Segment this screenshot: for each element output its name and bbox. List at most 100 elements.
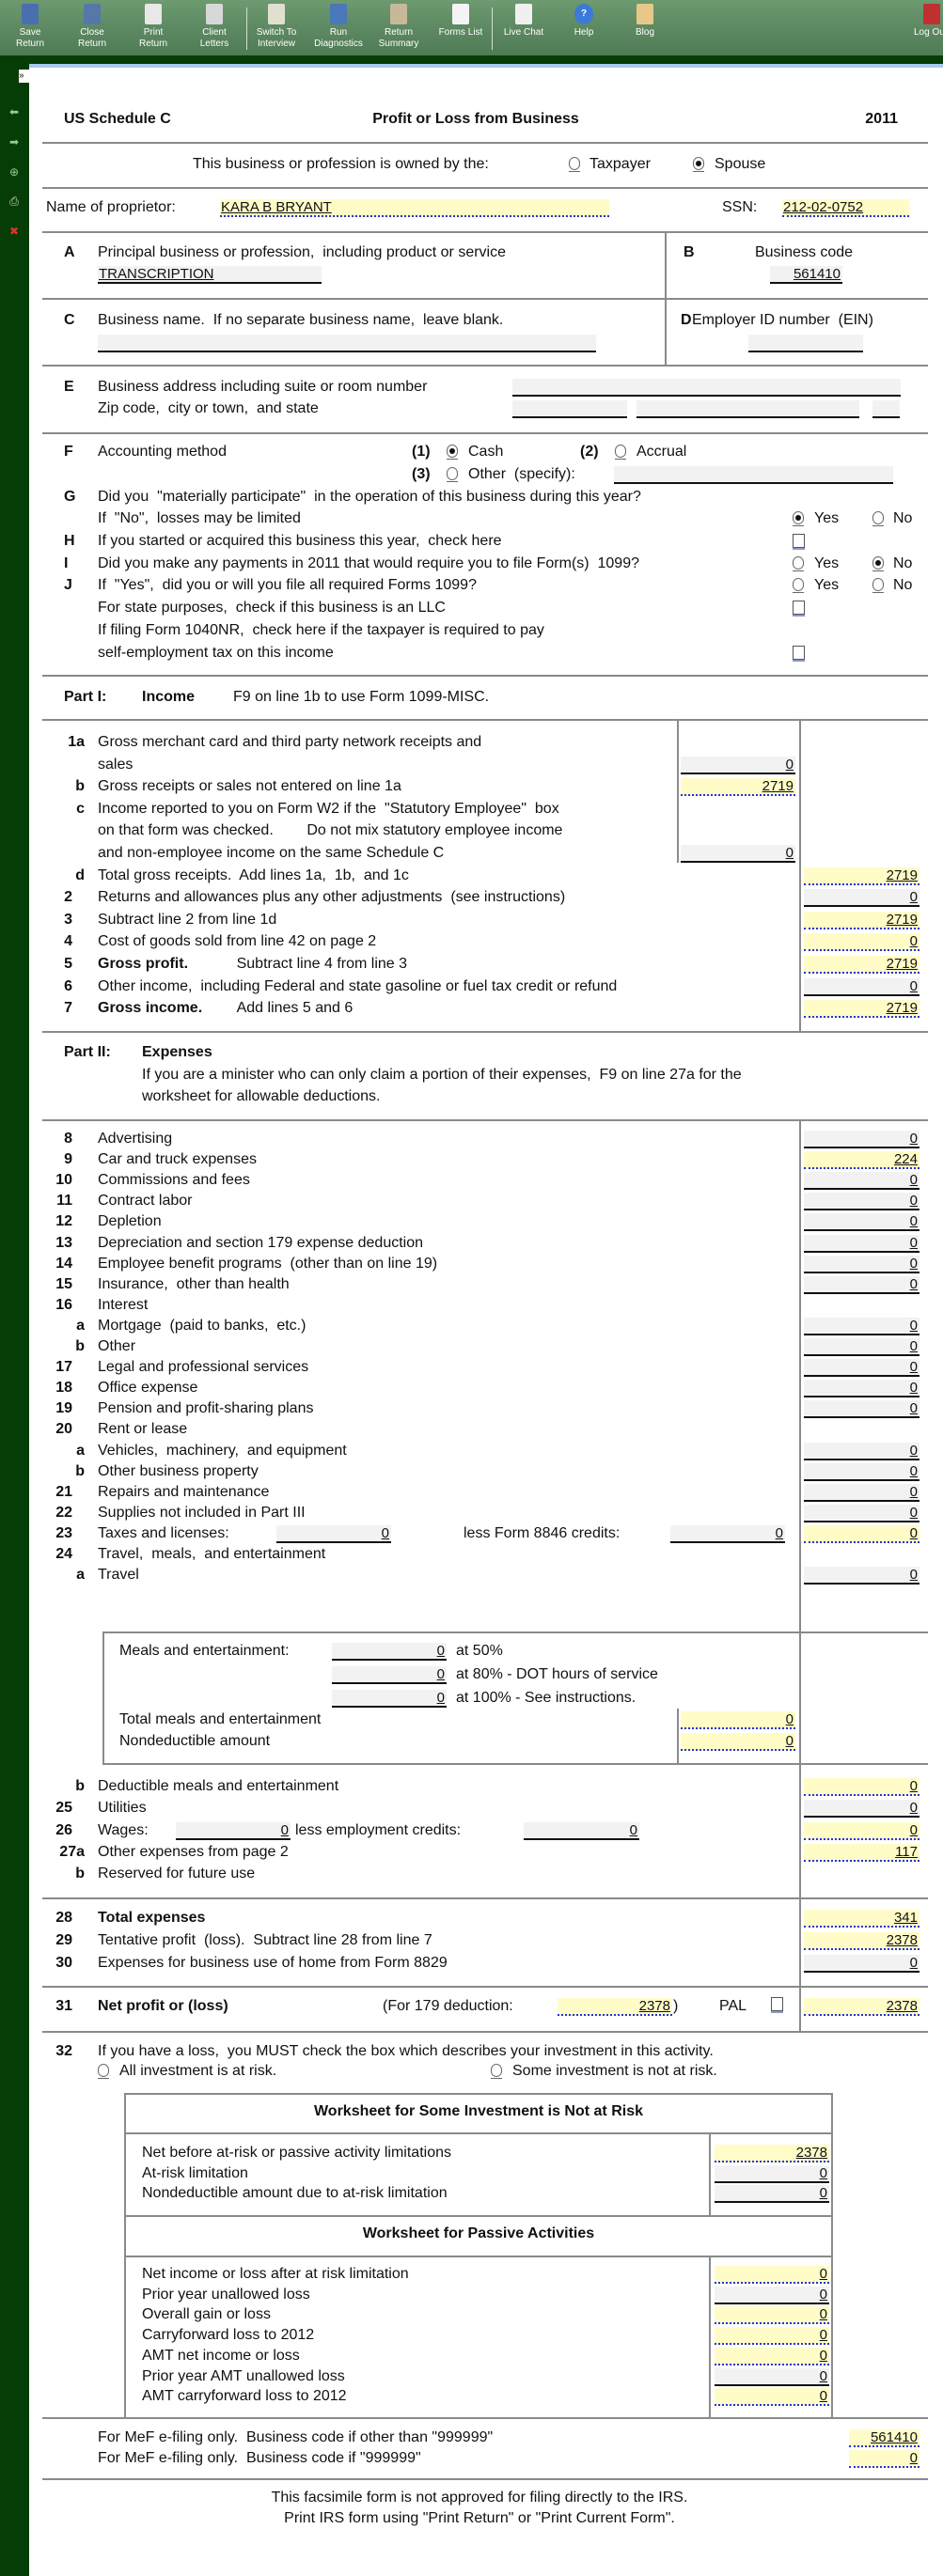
worksheet-amount-field[interactable]: 0 [715, 2185, 829, 2203]
meals-amount-field[interactable]: 0 [332, 1690, 447, 1708]
ein-field[interactable] [748, 335, 863, 352]
toolbar-button-forms-list[interactable]: Forms List [432, 4, 490, 39]
business-code-field[interactable]: 561410 [770, 266, 842, 284]
line-21-amount-field[interactable]: 0 [804, 1483, 919, 1502]
llc-checkbox[interactable] [793, 601, 805, 615]
line-d-amount-field[interactable]: 2719 [804, 866, 919, 885]
print-icon[interactable]: ⎙ [9, 195, 19, 208]
mef-business-code-field[interactable]: 561410 [849, 2429, 919, 2447]
line-22-amount-field[interactable]: 0 [804, 1504, 919, 1522]
line-8-amount-field[interactable]: 0 [804, 1131, 919, 1148]
toolbar-button-return-summary[interactable]: Return Summary [369, 4, 428, 50]
line-2-amount-field[interactable]: 0 [804, 889, 919, 908]
line-26-amount-field[interactable]: 0 [804, 1821, 919, 1840]
back-arrow-icon[interactable]: ⬅ [8, 105, 20, 118]
line-6-amount-field[interactable]: 0 [804, 977, 919, 996]
line-23-inline-field[interactable]: 0 [276, 1524, 391, 1543]
line-26-credits-field[interactable]: 0 [524, 1821, 639, 1840]
delete-icon[interactable]: ✖ [8, 225, 20, 238]
city-field[interactable] [637, 400, 859, 418]
add-icon[interactable]: ⊕ [8, 165, 20, 179]
toolbar-button-print-return[interactable]: Print Return [124, 4, 182, 50]
toolbar-button-run-diagnostics[interactable]: Run Diagnostics [309, 4, 368, 50]
total-meals-field[interactable]: 0 [681, 1711, 795, 1729]
worksheet-amount-field[interactable]: 0 [715, 2388, 829, 2407]
net-profit-field[interactable]: 2378 [804, 1998, 919, 2016]
toolbar-button-live-chat[interactable]: Live Chat [495, 4, 553, 39]
line-14-amount-field[interactable]: 0 [804, 1255, 919, 1273]
line-13-amount-field[interactable]: 0 [804, 1234, 919, 1253]
proprietor-name-field[interactable]: KARA B BRYANT [220, 199, 609, 217]
toolbar-button-blog[interactable]: Blog [616, 4, 674, 39]
accounting-accrual-radio[interactable] [615, 445, 626, 460]
worksheet-amount-field[interactable]: 0 [715, 2306, 829, 2325]
line-27a-amount-field[interactable]: 117 [804, 1843, 919, 1862]
line-23-credits-field[interactable]: 0 [670, 1524, 785, 1543]
payments-1099-no-radio[interactable] [872, 556, 884, 571]
worksheet-amount-field[interactable]: 2378 [715, 2145, 829, 2162]
worksheet-amount-field[interactable]: 0 [715, 2164, 829, 2183]
toolbar-button-close-return[interactable]: Close Return [63, 4, 121, 50]
line-26-inline-field[interactable]: 0 [176, 1821, 291, 1840]
line-b-amount-field[interactable]: 0 [804, 1338, 919, 1356]
line-17-amount-field[interactable]: 0 [804, 1359, 919, 1378]
filed-1099-no-radio[interactable] [872, 578, 884, 593]
mef-business-code-field[interactable]: 0 [849, 2449, 919, 2468]
owner-spouse-radio[interactable] [693, 157, 704, 172]
line-10-amount-field[interactable]: 0 [804, 1172, 919, 1191]
payments-1099-yes-radio[interactable] [793, 556, 804, 571]
line-18-amount-field[interactable]: 0 [804, 1380, 919, 1398]
worksheet-amount-field[interactable]: 0 [715, 2266, 829, 2284]
expand-panel-button[interactable]: » [19, 70, 29, 83]
line-15-amount-field[interactable]: 0 [804, 1275, 919, 1294]
logout-button[interactable]: Log Out [914, 4, 943, 39]
line-b-amount-field[interactable]: 0 [804, 1778, 919, 1796]
worksheet-amount-field[interactable]: 0 [715, 2347, 829, 2365]
business-name-field[interactable] [98, 335, 596, 352]
accounting-cash-radio[interactable] [447, 445, 458, 460]
line-a-amount-field[interactable]: 0 [804, 1317, 919, 1335]
line-23-amount-field[interactable]: 0 [804, 1524, 919, 1543]
line-4-amount-field[interactable]: 0 [804, 933, 919, 952]
filed-1099-yes-radio[interactable] [793, 578, 804, 593]
line-a-amount-field[interactable]: 0 [804, 1442, 919, 1460]
line-7-amount-field[interactable]: 2719 [804, 1000, 919, 1019]
zip-field[interactable] [512, 400, 627, 418]
worksheet-amount-field[interactable]: 0 [715, 2327, 829, 2346]
state-field[interactable] [872, 400, 900, 418]
toolbar-button-client-letters[interactable]: Client Letters [185, 4, 244, 50]
started-business-checkbox[interactable] [793, 534, 805, 548]
line-28-amount-field[interactable]: 341 [804, 1910, 919, 1928]
toolbar-button-save-return[interactable]: Save Return [1, 4, 59, 50]
line-b-amount-field[interactable]: 0 [804, 1462, 919, 1481]
toolbar-button-help[interactable]: ? Help [555, 4, 613, 39]
for179-field[interactable]: 2378 [558, 1998, 672, 2016]
forward-arrow-icon[interactable]: ➡ [8, 135, 20, 148]
principal-business-field[interactable]: TRANSCRIPTION [98, 266, 322, 284]
line-29-amount-field[interactable]: 2378 [804, 1932, 919, 1950]
worksheet-amount-field[interactable]: 0 [715, 2367, 829, 2386]
form-1040nr-checkbox[interactable] [793, 646, 805, 660]
line-25-amount-field[interactable]: 0 [804, 1800, 919, 1819]
line-5-amount-field[interactable]: 2719 [804, 956, 919, 974]
owner-taxpayer-radio[interactable] [569, 157, 580, 172]
business-address-field[interactable] [512, 379, 901, 397]
accounting-other-field[interactable] [614, 466, 893, 484]
material-participation-no-radio[interactable] [872, 511, 884, 526]
nondeductible-field[interactable]: 0 [681, 1733, 795, 1751]
meals-amount-field[interactable]: 0 [332, 1666, 447, 1684]
line-a-amount-field[interactable]: 0 [804, 1567, 919, 1585]
all-at-risk-radio[interactable] [98, 2064, 109, 2079]
line-9-amount-field[interactable]: 224 [804, 1151, 919, 1170]
meals-amount-field[interactable]: 0 [332, 1643, 447, 1661]
line-c-amount-field[interactable]: 0 [681, 845, 795, 863]
ssn-field[interactable]: 212-02-0752 [782, 199, 909, 217]
line-1a-amount-field[interactable]: 0 [681, 756, 795, 774]
accounting-other-radio[interactable] [447, 467, 458, 482]
line-19-amount-field[interactable]: 0 [804, 1400, 919, 1419]
line-3-amount-field[interactable]: 2719 [804, 911, 919, 929]
pal-checkbox[interactable] [771, 1997, 783, 2011]
line-11-amount-field[interactable]: 0 [804, 1193, 919, 1211]
some-not-at-risk-radio[interactable] [491, 2064, 502, 2079]
toolbar-button-switch-to-interview[interactable]: Switch To Interview [247, 4, 306, 50]
